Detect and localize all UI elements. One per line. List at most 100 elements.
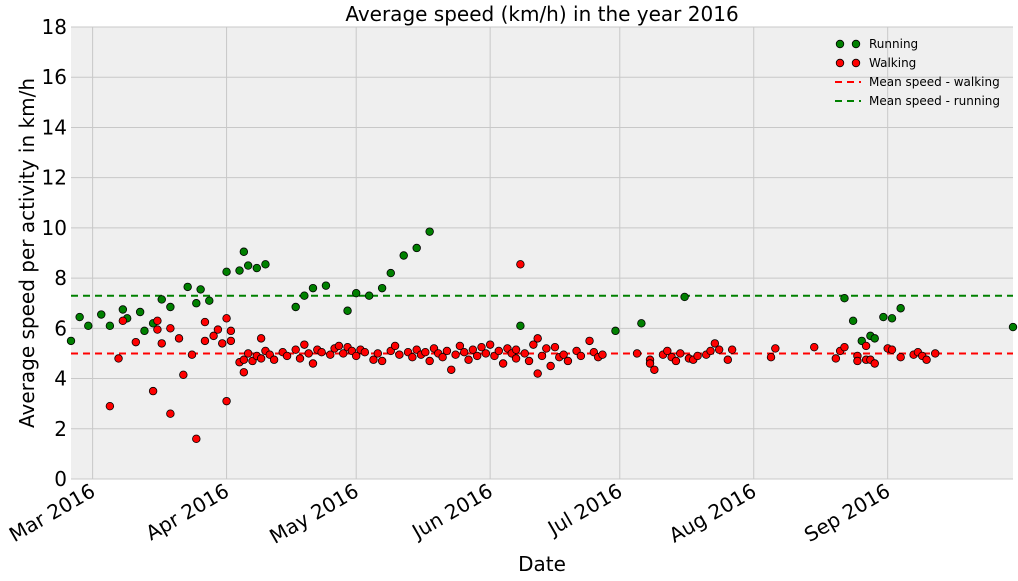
data-point — [637, 319, 646, 328]
data-point — [343, 306, 352, 315]
data-point — [516, 321, 525, 331]
data-point — [166, 324, 175, 333]
data-point — [632, 349, 642, 358]
data-point — [529, 340, 538, 349]
data-point — [399, 251, 408, 260]
data-point — [546, 361, 555, 371]
y-tick-label: 0 — [54, 467, 67, 491]
data-point — [252, 263, 262, 273]
data-point — [831, 354, 841, 363]
legend-label: Mean speed - walking — [869, 75, 1000, 89]
data-point — [498, 359, 508, 368]
data-point — [200, 317, 210, 327]
data-point — [870, 359, 879, 368]
data-point — [300, 340, 309, 349]
y-tick-label: 18 — [42, 15, 67, 39]
data-point — [218, 339, 227, 348]
data-point — [131, 337, 141, 347]
data-point — [192, 299, 201, 308]
data-point — [243, 349, 253, 358]
data-point — [386, 268, 395, 278]
data-point — [887, 314, 897, 323]
data-point — [455, 341, 465, 351]
legend-label: Running — [869, 37, 918, 51]
data-point — [351, 288, 361, 298]
x-tick-label: Mar 2016 — [5, 479, 99, 547]
data-point — [295, 354, 305, 363]
data-point — [75, 312, 84, 322]
data-point — [174, 334, 184, 343]
x-tick-label: Apr 2016 — [142, 479, 234, 546]
data-point — [369, 355, 378, 364]
data-point — [477, 342, 486, 352]
y-tick-label: 6 — [54, 316, 67, 340]
data-point — [766, 353, 776, 362]
data-point — [390, 341, 400, 351]
data-point — [879, 312, 888, 322]
data-point — [97, 310, 106, 319]
y-tick-label: 2 — [54, 417, 67, 441]
data-point — [542, 344, 551, 353]
data-point — [533, 369, 542, 378]
data-point — [550, 342, 560, 352]
data-point — [533, 334, 542, 343]
data-point — [209, 331, 218, 341]
data-point — [321, 281, 331, 290]
data-point — [460, 347, 469, 357]
data-point — [576, 351, 586, 361]
data-point — [676, 349, 685, 358]
data-point — [291, 345, 300, 354]
data-point — [425, 227, 434, 236]
data-point — [1008, 322, 1018, 332]
data-point — [494, 346, 503, 356]
legend-label: Mean speed - running — [869, 94, 1000, 108]
data-point — [511, 354, 521, 363]
y-tick-label: 16 — [42, 65, 67, 89]
data-point — [727, 345, 737, 354]
data-point — [360, 347, 370, 357]
data-point — [351, 351, 361, 361]
data-point — [192, 434, 201, 444]
data-point — [308, 283, 318, 293]
data-point — [213, 325, 223, 334]
data-point — [645, 359, 655, 368]
data-point — [166, 302, 175, 312]
data-point — [896, 304, 905, 313]
data-point — [585, 336, 594, 346]
data-point — [511, 345, 521, 354]
y-tick-label: 8 — [54, 266, 67, 290]
data-point — [105, 321, 115, 331]
data-point — [256, 354, 266, 363]
data-point — [472, 351, 482, 361]
data-point — [205, 296, 214, 305]
data-point — [671, 356, 681, 366]
data-point — [520, 349, 529, 358]
data-point — [114, 354, 123, 363]
data-point — [118, 316, 128, 325]
x-tick-label: Jul 2016 — [542, 479, 626, 541]
data-point — [183, 282, 192, 292]
data-point — [840, 294, 849, 303]
data-point — [256, 334, 266, 343]
data-point — [395, 350, 404, 359]
data-point — [563, 356, 573, 366]
data-point — [66, 336, 76, 346]
legend: Running Walking Mean speed - walking Mean s… — [835, 37, 1000, 108]
data-point — [447, 365, 456, 374]
data-point — [153, 316, 162, 325]
data-points — [66, 227, 1018, 444]
data-point — [222, 267, 231, 277]
data-point — [896, 353, 905, 362]
chart-title: Average speed (km/h) in the year 2016 — [345, 2, 738, 26]
data-point — [239, 247, 249, 256]
data-point — [425, 356, 434, 366]
data-point — [308, 359, 318, 368]
data-point — [291, 302, 300, 312]
data-point — [650, 365, 659, 374]
data-point — [140, 326, 149, 336]
data-point — [339, 349, 348, 358]
data-point — [200, 336, 210, 346]
data-point — [243, 261, 253, 270]
data-point — [239, 368, 249, 377]
data-point — [848, 316, 858, 325]
